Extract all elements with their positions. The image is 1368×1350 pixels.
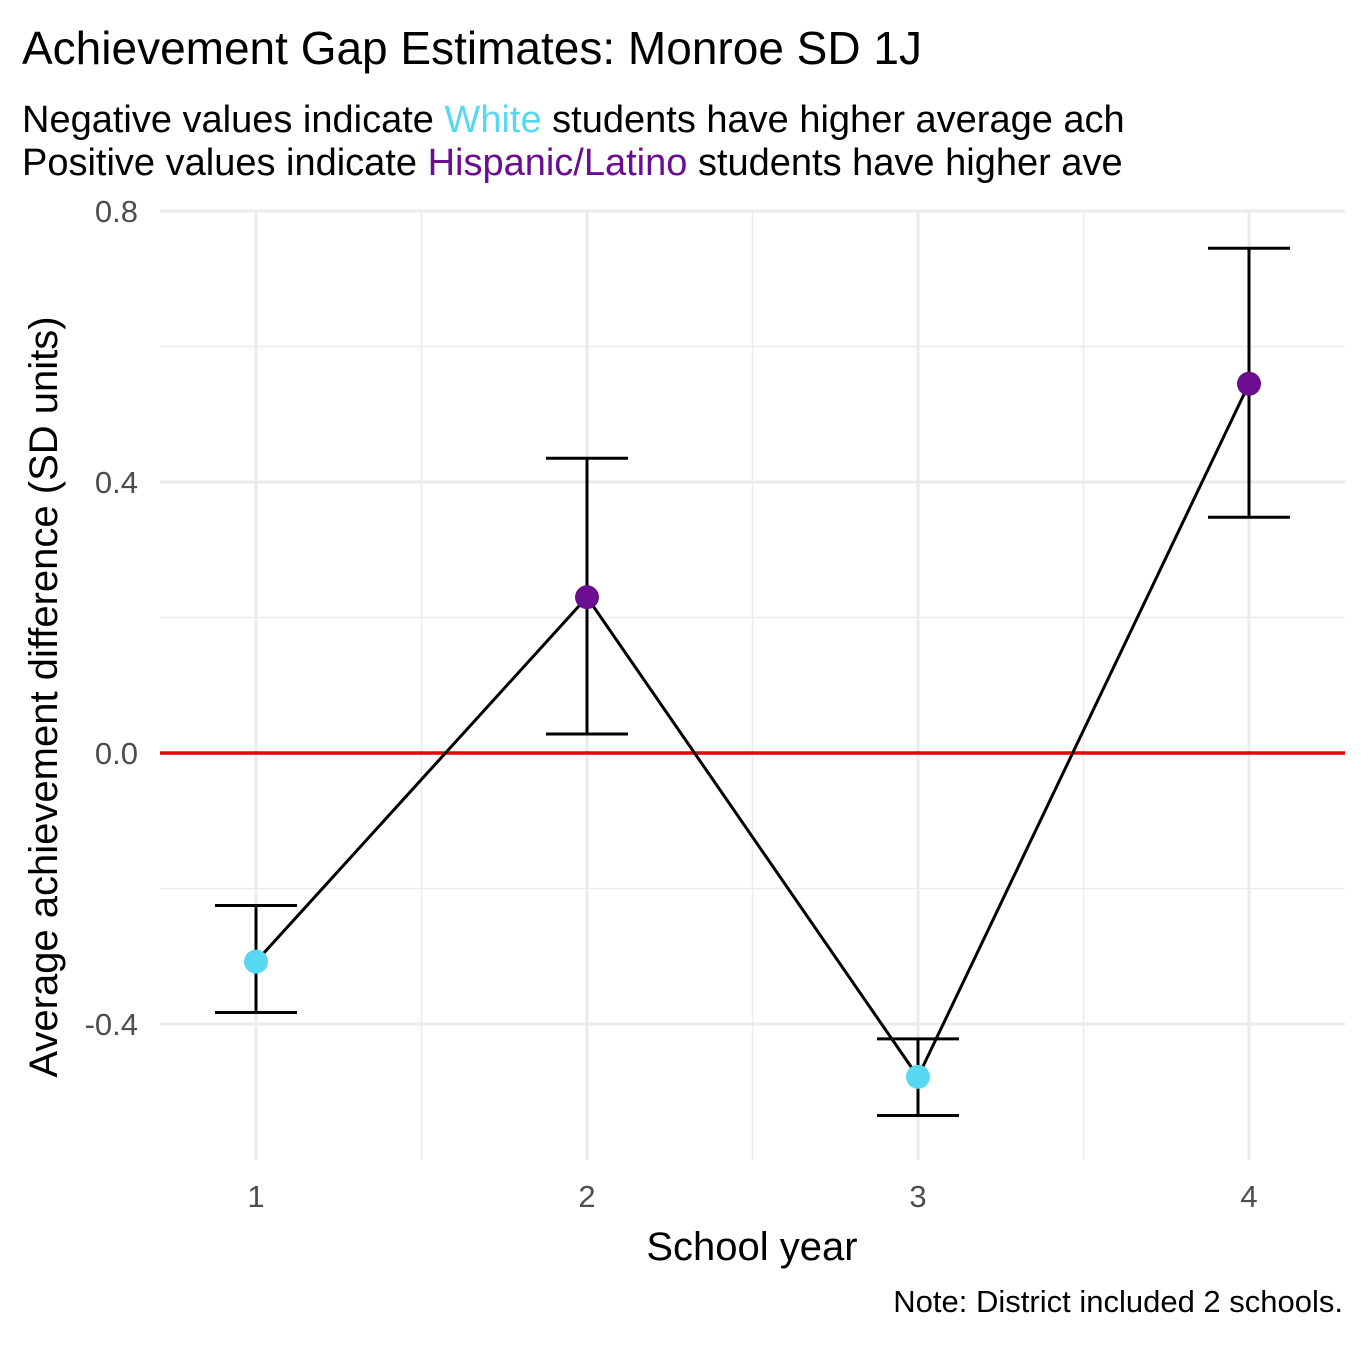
data-point [575, 585, 599, 610]
chart-title: Achievement Gap Estimates: Monroe SD 1J [22, 22, 922, 74]
data-point [244, 949, 268, 974]
major-gridlines [160, 209, 1345, 1160]
subtitle-line-1: Negative values indicate White students … [22, 99, 1125, 141]
y-tick-label: 0.8 [95, 194, 138, 229]
x-tick-labels: 1 2 3 4 [247, 1179, 1257, 1214]
y-tick-label: 0.0 [95, 736, 138, 771]
estimate-line [254, 383, 1251, 1080]
subtitle-hispanic-label: Hispanic/Latino [428, 142, 688, 184]
data-point [906, 1064, 930, 1089]
data-points [244, 371, 1261, 1089]
x-tick-label: 4 [1240, 1179, 1257, 1214]
subtitle-line-1-before: Negative values indicate [22, 99, 444, 141]
y-tick-label: 0.4 [95, 465, 138, 500]
subtitle-line-2: Positive values indicate Hispanic/Latino… [22, 142, 1123, 184]
minor-gridlines [160, 210, 1345, 1160]
subtitle-line-1-after: students have higher average ach [542, 99, 1125, 141]
data-point [1237, 371, 1261, 396]
x-tick-label: 3 [909, 1179, 926, 1214]
series-line [254, 383, 1251, 1080]
y-tick-labels: -0.4 0.0 0.4 0.8 [85, 194, 138, 1042]
x-tick-label: 2 [578, 1179, 595, 1214]
y-axis-title: Average achievement difference (SD units… [22, 316, 66, 1077]
subtitle-white-label: White [444, 99, 541, 141]
subtitle-line-2-after: students have higher ave [687, 142, 1122, 184]
x-tick-label: 1 [247, 1179, 264, 1214]
y-tick-label: -0.4 [85, 1007, 138, 1042]
chart-caption: Note: District included 2 schools. [893, 1284, 1343, 1319]
subtitle-line-2-before: Positive values indicate [22, 142, 428, 184]
x-axis-title: School year [646, 1225, 857, 1269]
